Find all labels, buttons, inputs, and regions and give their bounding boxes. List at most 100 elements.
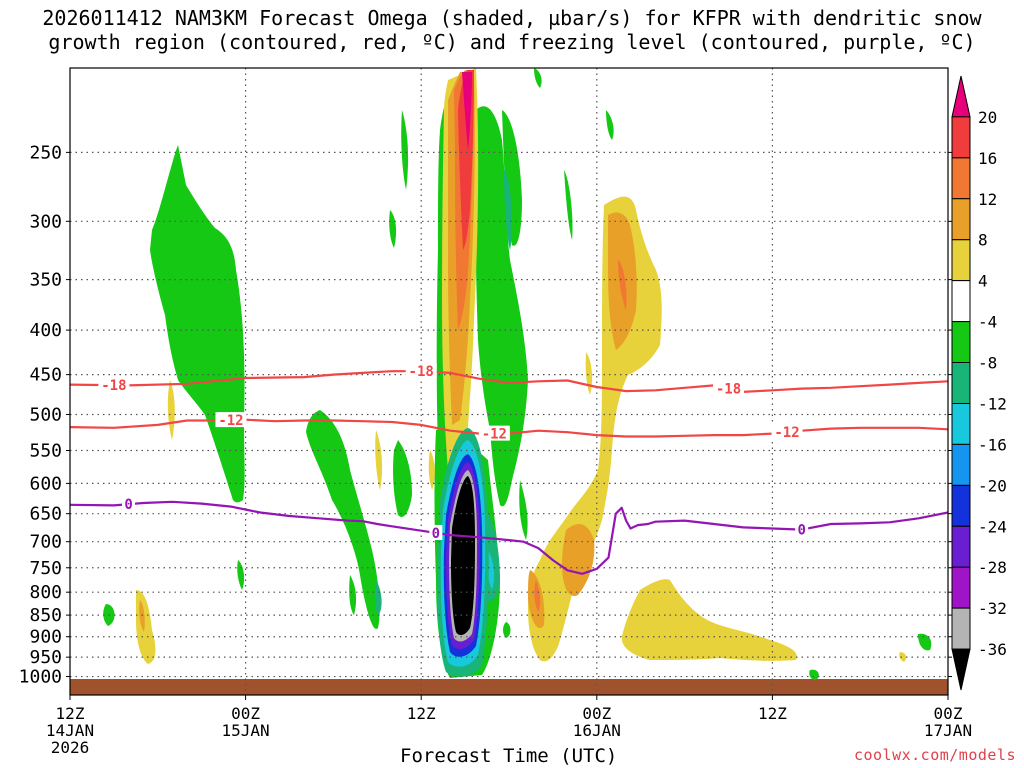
y-tick-label: 300 — [29, 211, 62, 232]
omega-area-yellow — [899, 652, 907, 662]
colorbar-label: 4 — [978, 272, 988, 291]
colorbar-label: 20 — [978, 108, 997, 127]
omega-area-green — [809, 669, 819, 680]
colorbar-label: -16 — [978, 435, 1007, 454]
y-tick-label: 350 — [29, 270, 62, 291]
omega-area-gold — [139, 600, 145, 632]
ground-terrain — [70, 679, 948, 695]
omega-area-yellow — [428, 450, 435, 490]
y-tick-label: 850 — [29, 605, 62, 626]
omega-area-green — [503, 622, 511, 638]
x-tick-date-label: 15JAN — [222, 721, 270, 740]
x-tick-label: 12Z — [407, 704, 436, 723]
omega-area-green — [475, 106, 528, 507]
colorbar-label: 16 — [978, 149, 997, 168]
contour-label: -12 — [482, 427, 507, 443]
y-tick-label: 800 — [29, 582, 62, 603]
omega-area-green — [150, 145, 245, 503]
colorbar-swatch — [951, 321, 971, 364]
colorbar-swatch — [951, 607, 971, 650]
omega-area-teal — [504, 170, 512, 250]
omega-area-magenta — [462, 72, 472, 150]
x-tick-date-label: 17JAN — [924, 721, 972, 740]
contour-label-bg — [405, 363, 437, 379]
omega-area-yellow — [167, 380, 175, 440]
x-tick-label: 00Z — [231, 704, 260, 723]
x-tick-date-label: 14JAN — [46, 721, 94, 740]
omega-area-green — [401, 110, 409, 190]
colorbar-label: -8 — [978, 354, 997, 373]
omega-area-green — [918, 633, 932, 651]
colorbar-swatch — [951, 362, 971, 404]
contour-label-bg — [478, 425, 510, 441]
omega-shading-layer — [70, 68, 948, 695]
x-tick-year-label: 2026 — [51, 738, 90, 757]
colorbar-label: -20 — [978, 476, 1007, 495]
colorbar-label: -28 — [978, 558, 1007, 577]
omega-area-orange — [534, 580, 541, 612]
colorbar-swatch — [951, 280, 971, 323]
colorbar-swatch — [951, 484, 971, 527]
contour-label-bg — [713, 380, 744, 396]
omega-area-yellow — [136, 590, 156, 664]
contour-label-bg — [795, 521, 809, 537]
colorbar-swatch — [951, 198, 971, 241]
colorbar-label: -36 — [978, 640, 1007, 659]
y-tick-label: 750 — [29, 558, 62, 579]
contour-label-bg — [215, 412, 247, 428]
contour-labels: -18 -18 -18 -12 -12 -12 0 0 0 — [98, 363, 809, 542]
y-tick-label: 700 — [29, 532, 62, 553]
contour-label: 0 — [432, 526, 440, 542]
y-tick-label: 900 — [29, 627, 62, 648]
colorbar-label: 8 — [978, 231, 988, 250]
colorbar-swatch — [951, 443, 971, 486]
colorbar-label: -24 — [978, 517, 1007, 536]
contour-label: -12 — [218, 413, 243, 429]
omega-area-green — [389, 210, 397, 248]
x-tick-label: 00Z — [582, 704, 611, 723]
omega-area-yellow — [585, 352, 593, 395]
y-tick-label: 950 — [29, 647, 62, 668]
y-tick-label: 500 — [29, 404, 62, 425]
x-tick-label: 12Z — [56, 704, 85, 723]
grid-lines — [70, 68, 948, 695]
colorbar-swatch — [951, 566, 971, 609]
y-tick-label: 400 — [29, 320, 62, 341]
omega-core-black — [451, 476, 475, 636]
y-tick-label: 600 — [29, 473, 62, 494]
colorbar-label: -12 — [978, 394, 1007, 413]
plot-frame — [69, 67, 949, 696]
contour-label: -18 — [101, 378, 126, 394]
contour-label: -12 — [774, 425, 799, 441]
x-tick-label: 00Z — [934, 704, 963, 723]
omega-area-gold — [562, 524, 595, 596]
contour-label: 0 — [797, 523, 805, 539]
omega-area-yellow — [621, 579, 797, 661]
omega-area-green — [606, 110, 614, 140]
omega-area-green — [564, 170, 573, 240]
omega-area-green — [534, 68, 542, 88]
omega-area-green — [519, 480, 528, 540]
omega-area-green — [237, 560, 245, 590]
contour-label-bg — [771, 424, 803, 440]
omega-area-teal — [374, 580, 382, 616]
colorbar-label: -32 — [978, 599, 1007, 618]
contour-line-dendritic_minus18 — [70, 370, 948, 393]
y-tick-label: 450 — [29, 365, 62, 386]
contour-line-freezing_level — [70, 500, 948, 575]
x-tick-label: 12Z — [758, 704, 787, 723]
y-tick-label: 250 — [29, 142, 62, 163]
chart-title-line-1: 2026011412 NAM3KM Forecast Omega (shaded… — [42, 6, 982, 30]
y-tick-label: 1000 — [19, 667, 62, 688]
omega-area-orange — [618, 260, 627, 310]
colorbar-swatch — [951, 157, 971, 200]
contour-label-bg — [122, 496, 136, 512]
contour-label-bg — [429, 524, 443, 540]
omega-area-green — [502, 110, 522, 246]
y-tick-label: 650 — [29, 504, 62, 525]
contour-label: -18 — [716, 382, 741, 398]
omega-area-green — [393, 440, 412, 518]
colorbar-label: 12 — [978, 190, 997, 209]
